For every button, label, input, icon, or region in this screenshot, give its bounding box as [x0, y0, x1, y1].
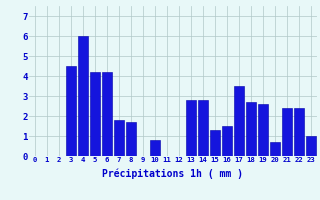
Bar — [150, 140, 160, 156]
Bar — [234, 86, 244, 156]
Bar — [78, 36, 88, 156]
Bar — [102, 72, 112, 156]
Bar — [210, 130, 220, 156]
Bar — [246, 102, 256, 156]
Bar — [282, 108, 292, 156]
Bar — [66, 66, 76, 156]
Bar — [270, 142, 280, 156]
Bar — [306, 136, 316, 156]
Bar — [258, 104, 268, 156]
Bar — [186, 100, 196, 156]
Bar — [198, 100, 208, 156]
Bar — [114, 120, 124, 156]
Bar — [90, 72, 100, 156]
Bar — [126, 122, 136, 156]
Bar — [222, 126, 232, 156]
X-axis label: Précipitations 1h ( mm ): Précipitations 1h ( mm ) — [102, 169, 243, 179]
Bar — [294, 108, 304, 156]
